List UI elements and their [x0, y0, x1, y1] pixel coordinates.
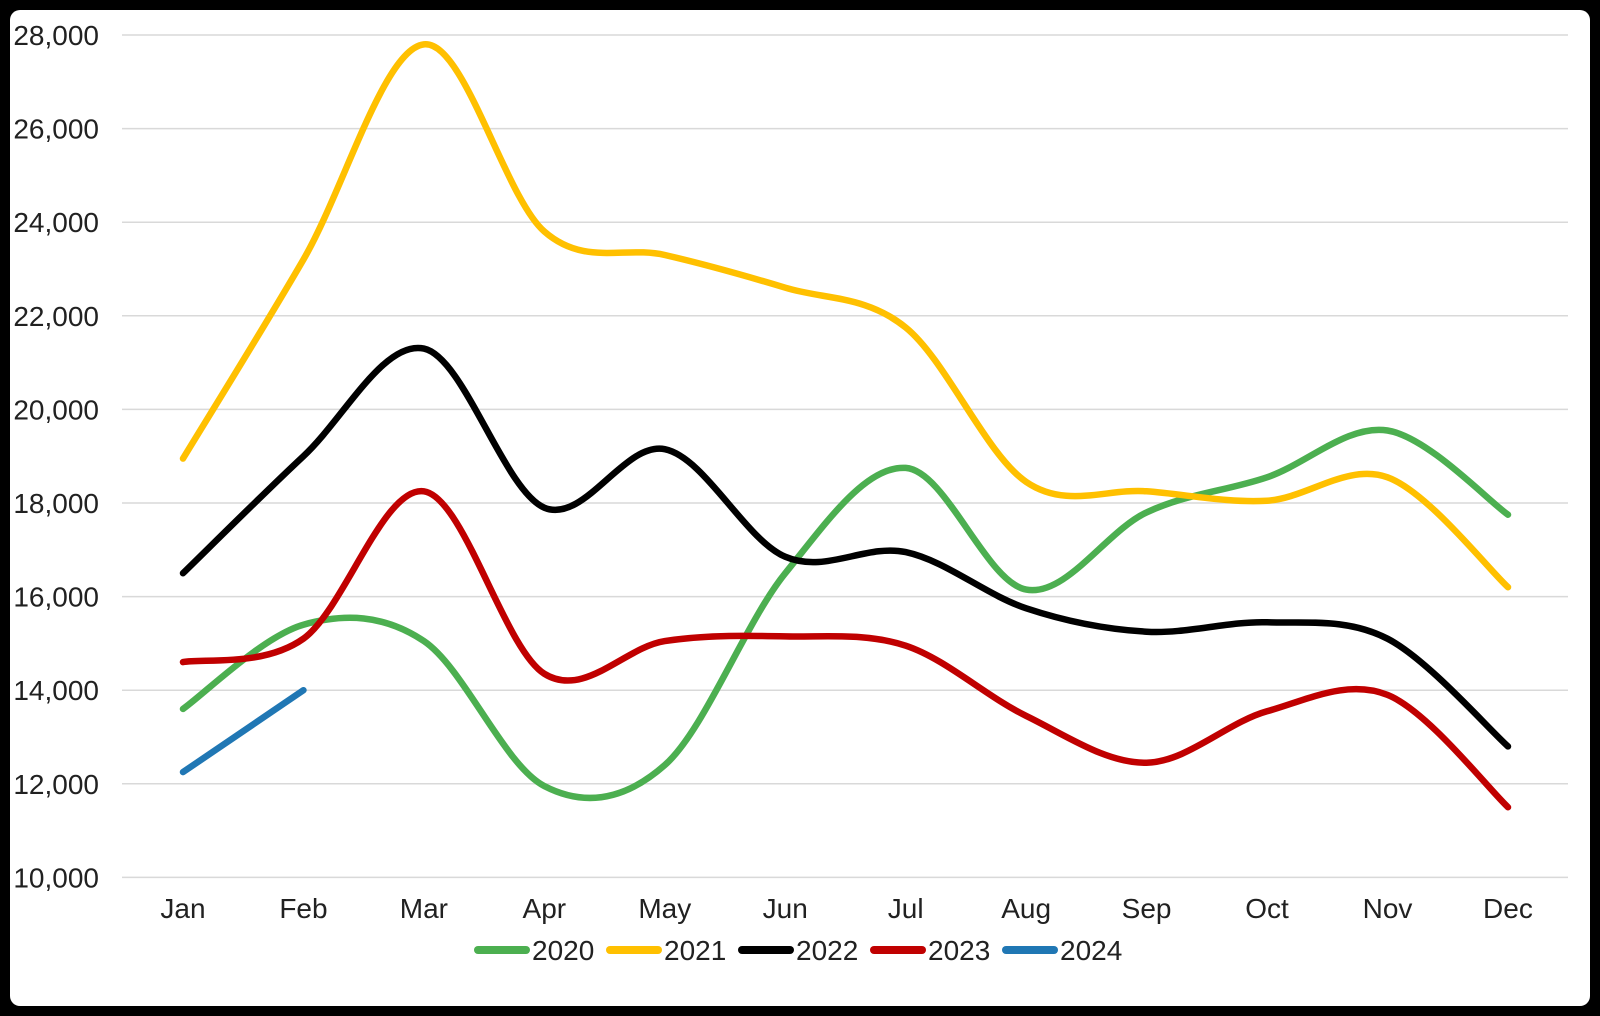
- legend-label-2022: 2022: [796, 935, 858, 966]
- legend-label-2021: 2021: [664, 935, 726, 966]
- y-axis-tick-label: 16,000: [13, 582, 99, 613]
- x-axis-tick-label: Aug: [1001, 893, 1051, 924]
- x-axis-tick-label: Mar: [400, 893, 448, 924]
- x-axis-labels: Jan Feb Mar Apr May Jun Jul Aug Sep Oct Nov Dec: [160, 893, 1532, 924]
- y-axis-tick-label: 14,000: [13, 675, 99, 706]
- series-line-2020: [179, 426, 1512, 802]
- legend-item-2022: 2022: [738, 935, 858, 966]
- y-axis-tick-label: 12,000: [13, 769, 99, 800]
- legend: 2020 2021 2022 2023 2024: [474, 935, 1122, 966]
- x-axis-tick-label: Nov: [1363, 893, 1413, 924]
- legend-item-2023: 2023: [870, 935, 990, 966]
- series-line-2021: [179, 41, 1512, 591]
- x-axis-tick-label: Sep: [1122, 893, 1172, 924]
- series-line-2022: [179, 344, 1512, 750]
- chart-panel: 10,000 12,000 14,000 16,000 18,000 20,000 22,0…: [10, 10, 1590, 1006]
- y-axis-tick-label: 28,000: [13, 20, 99, 51]
- y-axis-tick-label: 18,000: [13, 488, 99, 519]
- y-axis-tick-label: 26,000: [13, 114, 99, 145]
- y-axis-tick-label: 24,000: [13, 207, 99, 238]
- x-axis-tick-label: Jun: [763, 893, 808, 924]
- legend-label-2020: 2020: [532, 935, 594, 966]
- gridlines-layer: [122, 34, 1568, 879]
- series-line-2023: [179, 488, 1512, 811]
- legend-label-2023: 2023: [928, 935, 990, 966]
- x-axis-tick-label: Feb: [279, 893, 327, 924]
- legend-label-2024: 2024: [1060, 935, 1122, 966]
- x-axis-tick-label: Apr: [523, 893, 567, 924]
- x-axis-tick-label: Oct: [1245, 893, 1289, 924]
- x-axis-tick-label: Dec: [1483, 893, 1533, 924]
- x-axis-tick-label: Jan: [160, 893, 205, 924]
- y-axis-labels: 10,000 12,000 14,000 16,000 18,000 20,000 22,0…: [13, 20, 99, 893]
- y-axis-tick-label: 10,000: [13, 862, 99, 893]
- legend-item-2021: 2021: [606, 935, 726, 966]
- legend-item-2020: 2020: [474, 935, 594, 966]
- line-chart: 10,000 12,000 14,000 16,000 18,000 20,000 22,0…: [13, 20, 1568, 966]
- legend-item-2024: 2024: [1002, 935, 1122, 966]
- x-axis-tick-label: Jul: [888, 893, 924, 924]
- y-axis-tick-label: 22,000: [13, 301, 99, 332]
- y-axis-tick-label: 20,000: [13, 394, 99, 425]
- x-axis-tick-label: May: [638, 893, 691, 924]
- series-line-2024: [179, 686, 307, 776]
- series-layer: [179, 41, 1512, 811]
